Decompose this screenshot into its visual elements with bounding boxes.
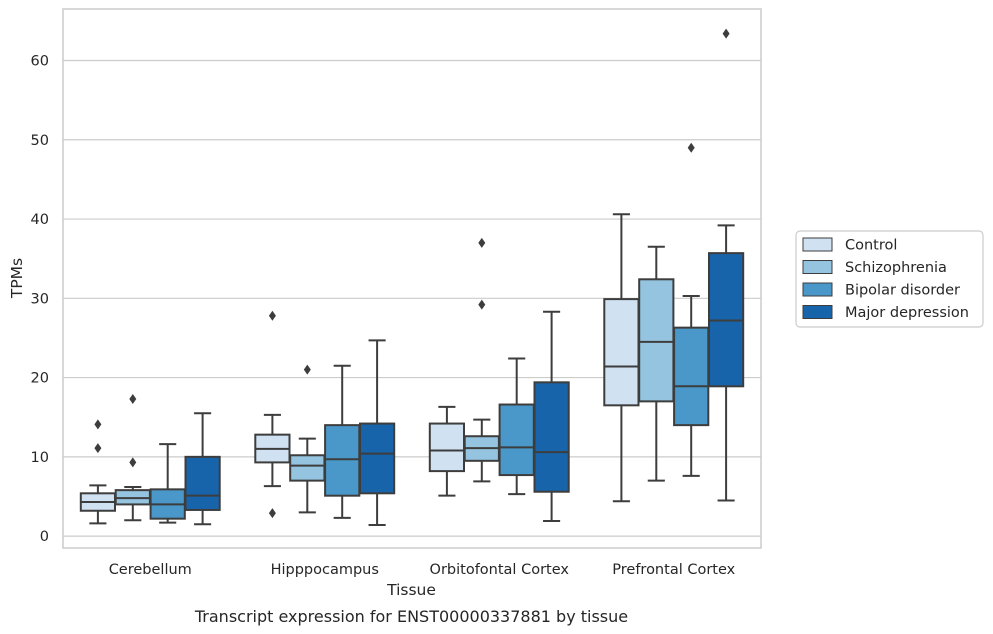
box-group bbox=[289, 364, 326, 514]
y-tick-label: 30 bbox=[31, 291, 49, 307]
x-tick-label: Hipppocampus bbox=[271, 562, 379, 578]
box-group bbox=[533, 310, 570, 523]
box bbox=[289, 454, 326, 482]
outlier-point bbox=[478, 237, 486, 248]
legend-label: Bipolar disorder bbox=[845, 283, 960, 299]
legend-item: Major depression bbox=[802, 305, 969, 321]
legend-swatch bbox=[802, 282, 833, 297]
grid-lines bbox=[63, 59, 761, 537]
legend-item: Schizophrenia bbox=[802, 260, 947, 276]
x-axis-label: Tissue bbox=[386, 581, 436, 599]
legend-item: Control bbox=[802, 237, 897, 254]
box bbox=[638, 278, 675, 403]
box-group bbox=[603, 213, 640, 503]
y-tick-label: 0 bbox=[40, 529, 49, 545]
box bbox=[498, 403, 535, 477]
outlier-point bbox=[129, 457, 137, 468]
outlier-point bbox=[687, 142, 695, 153]
y-tick-label: 10 bbox=[31, 450, 49, 466]
legend-swatch bbox=[802, 260, 833, 274]
x-tick-label: Cerebellum bbox=[109, 562, 192, 578]
outlier-point bbox=[268, 508, 276, 519]
box-group bbox=[428, 405, 466, 497]
box-group bbox=[638, 245, 675, 482]
box bbox=[324, 424, 361, 497]
legend-swatch bbox=[802, 237, 833, 252]
box-group bbox=[114, 393, 151, 522]
outlier-point bbox=[303, 364, 311, 375]
chart-caption: Transcript expression for ENST0000033788… bbox=[194, 607, 628, 626]
y-axis-ticks: 0 10 20 30 40 50 60 bbox=[31, 54, 49, 546]
legend-label: Schizophrenia bbox=[845, 260, 947, 276]
y-tick-label: 40 bbox=[31, 212, 49, 228]
x-tick-label: Orbitofontal Cortex bbox=[430, 562, 570, 578]
y-axis-label: TPMs bbox=[8, 258, 26, 299]
x-tick-label: Prefrontal Cortex bbox=[612, 562, 735, 578]
box bbox=[603, 298, 640, 407]
plot-area bbox=[79, 28, 745, 527]
legend-item: Bipolar disorder bbox=[802, 282, 960, 299]
box bbox=[184, 455, 221, 511]
box bbox=[428, 422, 466, 473]
box-group bbox=[498, 357, 535, 496]
outlier-point bbox=[129, 393, 137, 404]
legend-label: Control bbox=[845, 238, 897, 254]
box-group bbox=[463, 237, 500, 483]
legend-label: Major depression bbox=[845, 305, 969, 321]
box-group bbox=[324, 364, 361, 519]
legend: Control Schizophrenia Bipolar disorder Majo… bbox=[795, 230, 984, 328]
box-group bbox=[358, 339, 396, 527]
outlier-point bbox=[94, 419, 102, 430]
plot-frame bbox=[62, 8, 762, 549]
outlier-point bbox=[268, 310, 276, 321]
box-group bbox=[707, 28, 745, 502]
box-group bbox=[673, 142, 710, 477]
outlier-point bbox=[478, 299, 486, 310]
y-tick-label: 20 bbox=[31, 371, 49, 387]
y-tick-label: 50 bbox=[31, 133, 49, 149]
box-group bbox=[184, 412, 221, 526]
legend-box bbox=[795, 230, 984, 328]
box bbox=[533, 381, 570, 493]
outlier-point bbox=[94, 443, 102, 454]
y-tick-label: 60 bbox=[31, 54, 49, 70]
x-axis-ticks: Cerebellum Hipppocampus Orbitofontal Corte… bbox=[109, 562, 736, 578]
legend-swatch bbox=[802, 305, 833, 319]
box-group bbox=[254, 310, 291, 519]
box bbox=[673, 326, 710, 427]
box-group bbox=[149, 443, 186, 524]
outlier-point bbox=[722, 28, 730, 39]
box-group bbox=[79, 419, 117, 525]
box bbox=[358, 422, 396, 495]
